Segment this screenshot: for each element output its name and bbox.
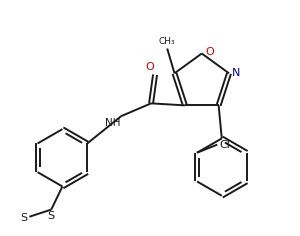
Text: O: O: [146, 62, 154, 72]
Text: CH₃: CH₃: [159, 37, 175, 46]
Text: NH: NH: [105, 118, 120, 128]
Text: S: S: [48, 211, 55, 221]
Text: S: S: [20, 213, 27, 223]
Text: Cl: Cl: [219, 140, 230, 150]
Text: N: N: [232, 68, 241, 78]
Text: O: O: [205, 47, 214, 57]
